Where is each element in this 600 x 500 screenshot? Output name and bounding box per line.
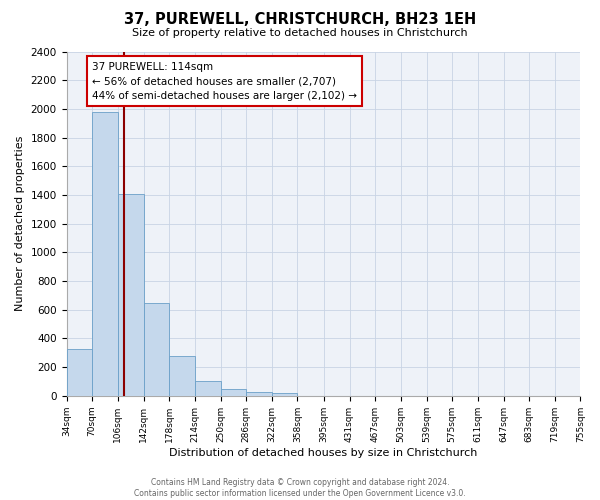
Bar <box>67 349 92 396</box>
X-axis label: Distribution of detached houses by size in Christchurch: Distribution of detached houses by size … <box>169 448 478 458</box>
Text: 37, PUREWELL, CHRISTCHURCH, BH23 1EH: 37, PUREWELL, CHRISTCHURCH, BH23 1EH <box>124 12 476 28</box>
Text: 37 PUREWELL: 114sqm
← 56% of detached houses are smaller (2,707)
44% of semi-det: 37 PUREWELL: 114sqm ← 56% of detached ho… <box>92 62 357 101</box>
Bar <box>143 302 169 396</box>
Bar <box>92 112 118 396</box>
Bar <box>246 392 272 396</box>
Bar <box>272 393 298 396</box>
Text: Contains HM Land Registry data © Crown copyright and database right 2024.
Contai: Contains HM Land Registry data © Crown c… <box>134 478 466 498</box>
Bar <box>118 194 143 396</box>
Bar <box>221 388 246 396</box>
Text: Size of property relative to detached houses in Christchurch: Size of property relative to detached ho… <box>132 28 468 38</box>
Bar <box>169 356 195 396</box>
Y-axis label: Number of detached properties: Number of detached properties <box>15 136 25 312</box>
Bar <box>195 382 221 396</box>
